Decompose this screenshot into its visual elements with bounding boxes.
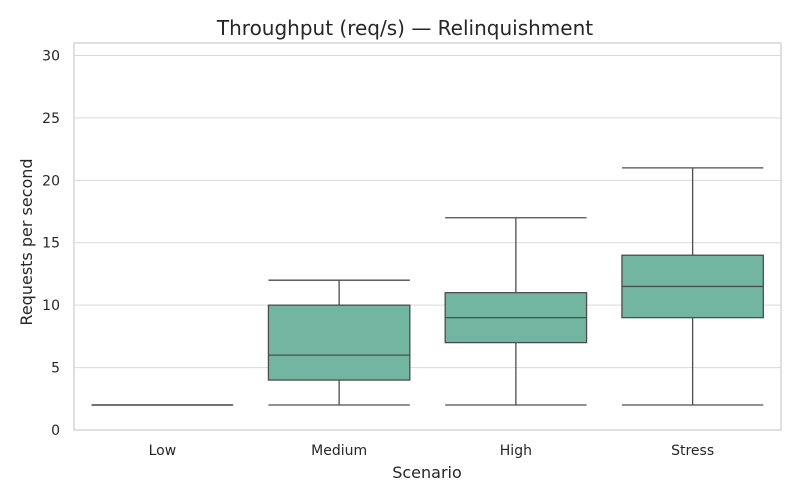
chart-title: Throughput (req/s) — Relinquishment (216, 16, 593, 40)
box-high (444, 217, 588, 406)
x-axis-label: Scenario (392, 463, 462, 482)
box-series (91, 167, 764, 406)
y-tick-label: 25 (42, 111, 60, 127)
tick-labels: 0 5 10 15 20 25 30 Low Medium High Stress (42, 48, 714, 459)
box-medium (267, 279, 411, 406)
box-stress (621, 167, 764, 406)
y-tick-label: 0 (51, 423, 60, 439)
y-tick-label: 15 (42, 236, 60, 252)
y-tick-label: 5 (51, 361, 60, 377)
y-tick-label: 10 (42, 298, 60, 314)
y-tick-label: 20 (42, 173, 60, 189)
y-axis-label: Requests per second (17, 158, 36, 325)
x-tick-label: High (500, 443, 532, 459)
box-body (267, 304, 411, 381)
x-tick-label: Low (149, 443, 177, 459)
grid-lines (74, 54, 781, 431)
y-tick-label: 30 (42, 48, 60, 64)
plot-frame (73, 42, 782, 431)
x-tick-label: Stress (671, 443, 714, 459)
x-tick-label: Medium (311, 443, 367, 459)
